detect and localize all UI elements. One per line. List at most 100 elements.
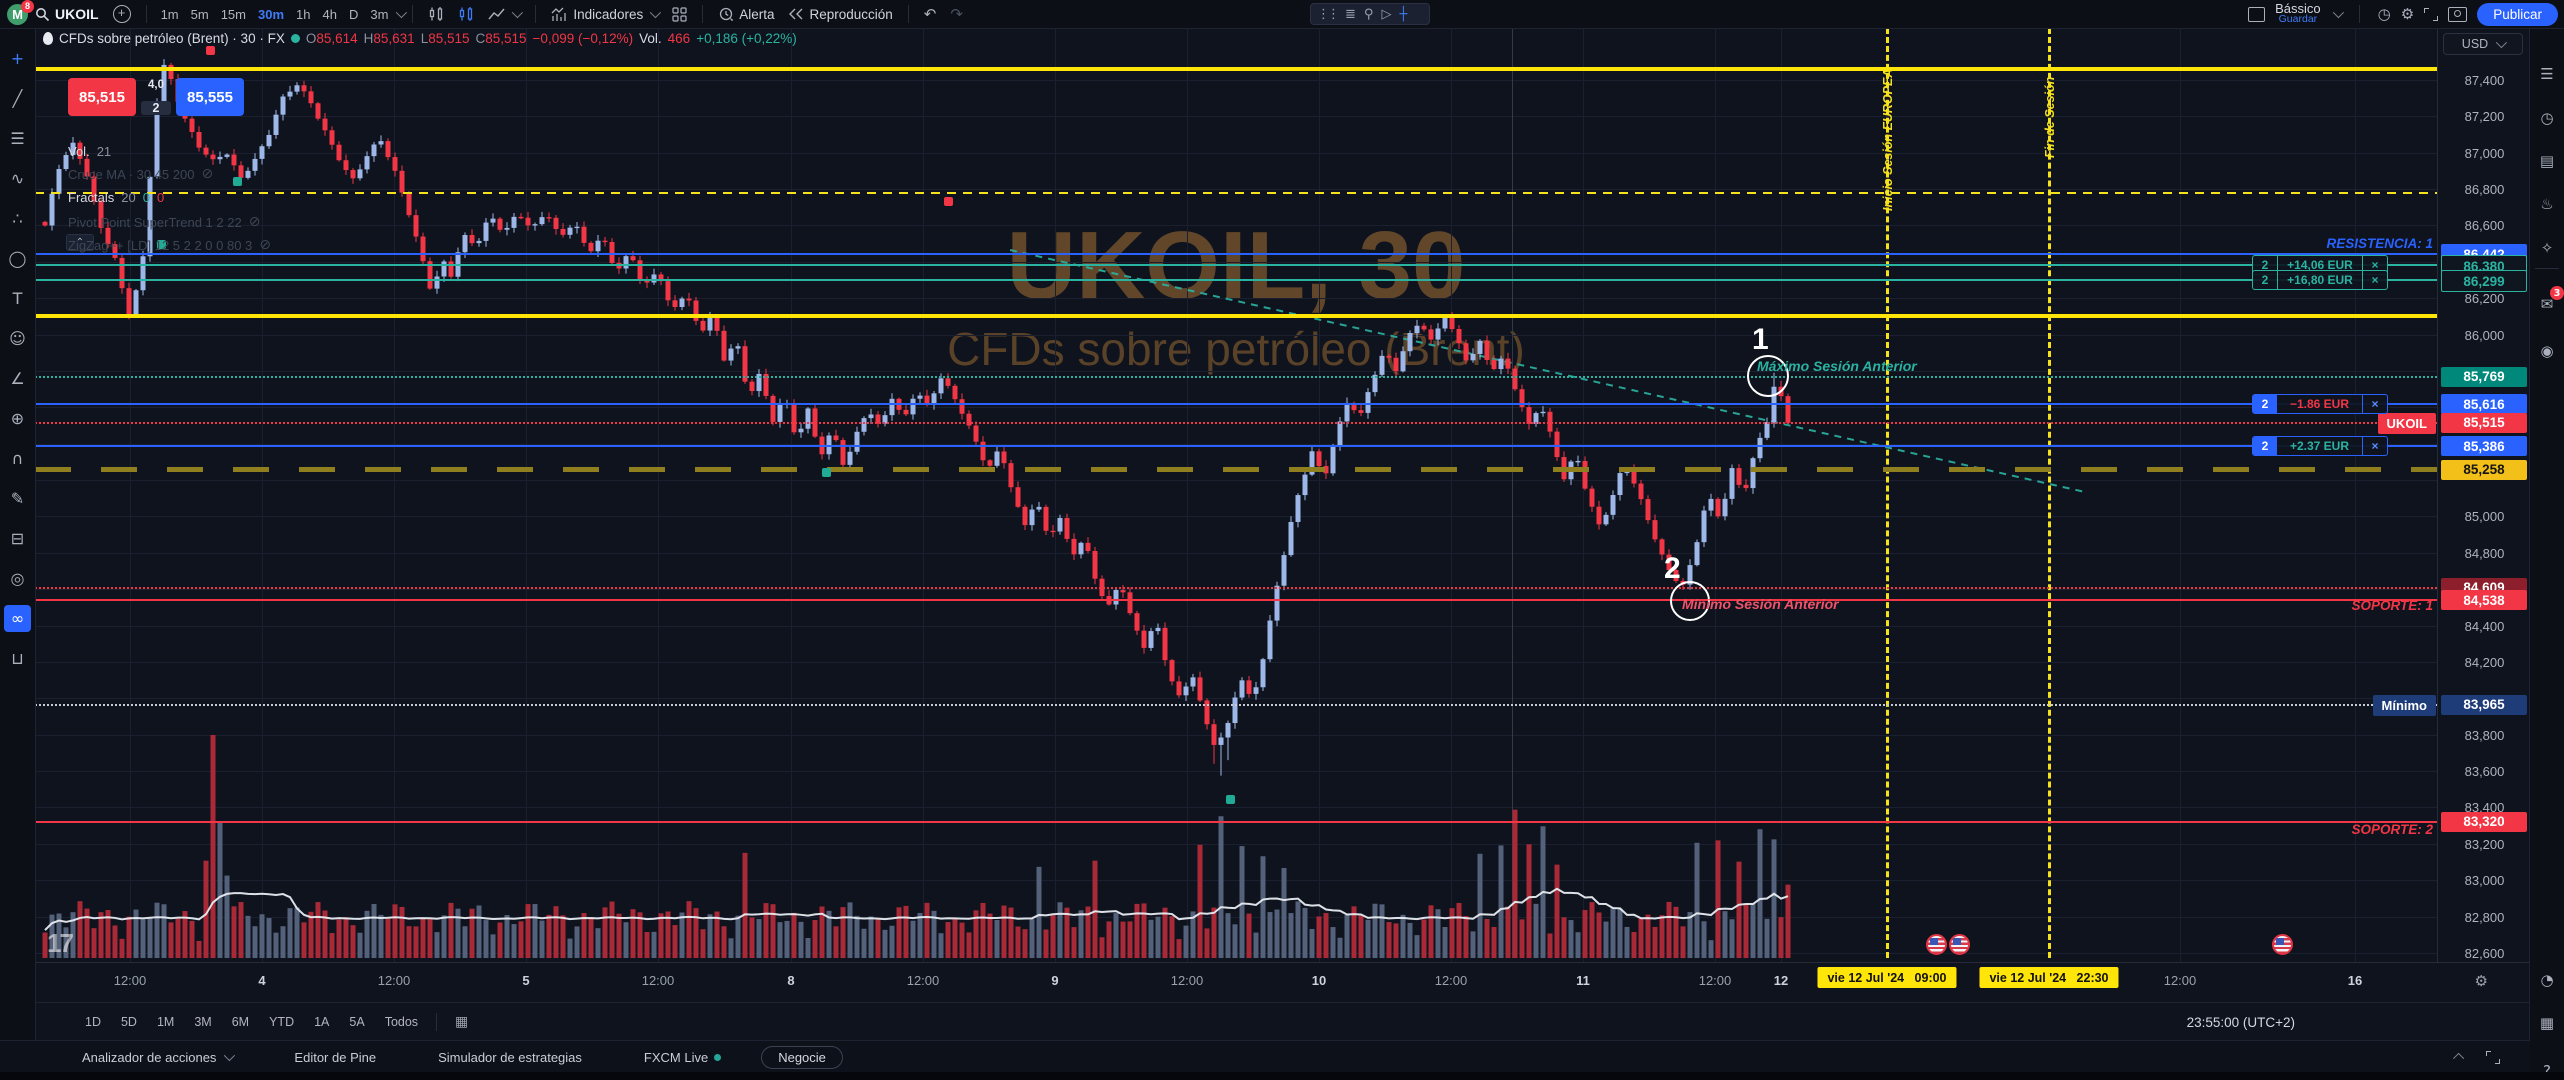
chevron-down-icon[interactable] bbox=[396, 6, 408, 19]
pattern-tool-icon[interactable]: ∿ bbox=[10, 169, 25, 188]
chart-style-candles-button[interactable] bbox=[451, 2, 481, 26]
currency-selector[interactable]: USD bbox=[2443, 33, 2523, 55]
tab-simulador-de-estrategias[interactable]: Simulador de estrategias bbox=[438, 1049, 582, 1065]
emoji-tool-icon[interactable]: ☺ bbox=[9, 329, 26, 348]
fib-retracement-tool-icon[interactable]: ☰ bbox=[10, 129, 25, 148]
level-line-86780[interactable] bbox=[35, 191, 2437, 194]
drag-handle-icon[interactable]: ⋮⋮ bbox=[1317, 6, 1340, 22]
quantity-value[interactable]: 2 bbox=[141, 101, 171, 115]
economic-event-flag-icon[interactable] bbox=[1926, 934, 1947, 955]
sell-button[interactable]: 85,515 bbox=[68, 78, 136, 116]
eye-off-icon[interactable]: ⊘ bbox=[259, 237, 272, 253]
close-position-icon[interactable]: × bbox=[2371, 258, 2379, 273]
cursor-icon[interactable]: ▷ bbox=[1381, 6, 1392, 22]
interval-1m[interactable]: 1m bbox=[160, 6, 179, 22]
eye-off-icon[interactable]: ⊘ bbox=[248, 214, 261, 230]
floating-toolbar[interactable]: ⋮⋮ ≣ ⚲ ▷ ┼ bbox=[1310, 3, 1430, 25]
gear-icon[interactable]: ⚙ bbox=[2400, 5, 2415, 23]
eye-off-icon[interactable]: ⊘ bbox=[201, 166, 214, 182]
interval-3m[interactable]: 3m bbox=[370, 6, 389, 22]
maximize-panel-icon[interactable] bbox=[2486, 1050, 2500, 1064]
fullscreen-icon[interactable] bbox=[2424, 7, 2439, 21]
interval-30m[interactable]: 30m bbox=[257, 6, 285, 22]
position-tag[interactable]: 2 +16,80 EUR × bbox=[2252, 270, 2388, 291]
close-position-icon[interactable]: × bbox=[2371, 397, 2379, 412]
level-line-84538[interactable] bbox=[35, 599, 2437, 602]
level-line-86102[interactable] bbox=[35, 314, 2437, 319]
indicator-row[interactable]: Fractals 20 0 0 bbox=[68, 190, 164, 205]
interval-4h[interactable]: 4h bbox=[322, 6, 337, 22]
user-avatar[interactable]: M 8 bbox=[7, 0, 34, 25]
layers-icon[interactable]: ▤ bbox=[2539, 152, 2555, 170]
hotlist-icon[interactable]: ♨ bbox=[2540, 195, 2554, 213]
range-1D[interactable]: 1D bbox=[85, 1015, 101, 1029]
range-1M[interactable]: 1M bbox=[156, 1015, 175, 1029]
level-line-87462[interactable] bbox=[35, 66, 2437, 71]
chart-style-bars-button[interactable] bbox=[421, 2, 451, 26]
clock[interactable]: 23:55:00 (UTC+2) bbox=[2186, 1014, 2295, 1030]
chevron-down-icon[interactable] bbox=[2332, 6, 2344, 19]
chart-legend[interactable]: CFDs sobre petróleo (Brent) · 30 · FX O8… bbox=[43, 31, 797, 46]
shapes-tool-icon[interactable]: ◯ bbox=[8, 249, 27, 268]
position-tag[interactable]: 2 +2.37 EUR × bbox=[2252, 436, 2388, 457]
price-levels-icon[interactable]: ≣ bbox=[1345, 6, 1356, 22]
indicator-row[interactable]: ZigZag++ [LD] 12 5 2 2 0 0 80 3 ⊘ bbox=[68, 237, 271, 253]
gauge-icon[interactable]: ◔ bbox=[2540, 971, 2554, 989]
go-to-date-icon[interactable]: ▦ bbox=[455, 1014, 469, 1030]
close-position-icon[interactable]: × bbox=[2371, 273, 2379, 288]
level-line-83320[interactable] bbox=[35, 820, 2437, 823]
tab-analizador-de-acciones[interactable]: Analizador de acciones bbox=[82, 1050, 236, 1065]
replay-button[interactable]: Reproducción bbox=[781, 2, 899, 26]
level-line-85769[interactable] bbox=[35, 375, 2437, 378]
session-line[interactable] bbox=[1886, 28, 1889, 958]
level-line-84609[interactable] bbox=[35, 586, 2437, 589]
camera-icon[interactable] bbox=[2448, 6, 2468, 22]
indicator-row[interactable]: Cruce MA · 30 45 200 ⊘ bbox=[68, 166, 213, 182]
range-Todos[interactable]: Todos bbox=[384, 1015, 419, 1029]
chart-plot-area[interactable]: UKOIL, 30 CFDs sobre petróleo (Brent) CF… bbox=[35, 28, 2437, 962]
indicator-templates-button[interactable] bbox=[665, 2, 694, 26]
level-line-85616[interactable] bbox=[35, 403, 2437, 406]
interval-15m[interactable]: 15m bbox=[220, 6, 246, 22]
indicators-button[interactable]: Indicadores bbox=[544, 2, 665, 26]
position-tag[interactable]: 2 −1.86 EUR × bbox=[2252, 394, 2388, 415]
prediction-tool-icon[interactable]: ∴ bbox=[12, 209, 23, 228]
level-line-86380[interactable] bbox=[35, 264, 2437, 267]
level-line-86442[interactable] bbox=[35, 253, 2437, 256]
economic-event-flag-icon[interactable] bbox=[2272, 934, 2293, 955]
alerts-icon[interactable]: ◷ bbox=[2540, 109, 2554, 127]
compare-add-symbol-button[interactable]: + bbox=[106, 2, 138, 26]
trade-panel-button[interactable]: Negocie bbox=[761, 1045, 843, 1069]
calendar-icon[interactable]: ▦ bbox=[2539, 1014, 2555, 1032]
buy-button[interactable]: 85,555 bbox=[176, 78, 244, 116]
watchlist-icon[interactable]: ☰ bbox=[2540, 65, 2554, 83]
help-icon[interactable]: ? bbox=[2543, 1062, 2551, 1080]
undo-button[interactable]: ↶ bbox=[923, 5, 937, 23]
trend-line-tool-icon[interactable]: ╱ bbox=[12, 89, 23, 108]
remove-drawings-tool-icon[interactable]: ⊔ bbox=[11, 649, 24, 668]
range-3M[interactable]: 3M bbox=[194, 1015, 212, 1029]
quick-settings-icon[interactable]: ◷ bbox=[2377, 5, 2391, 23]
session-line[interactable] bbox=[2048, 28, 2051, 958]
collapse-panel-icon[interactable] bbox=[2452, 1052, 2465, 1065]
crosshair-style-icon[interactable]: ┼ bbox=[1399, 6, 1408, 22]
range-YTD[interactable]: YTD bbox=[269, 1015, 295, 1029]
level-line-86299[interactable] bbox=[35, 279, 2437, 282]
publish-button[interactable]: Publicar bbox=[2477, 2, 2558, 26]
broker-connection[interactable]: FXCM Live bbox=[644, 1050, 722, 1065]
layout-name-button[interactable]: Bássico Guardar bbox=[2275, 2, 2321, 25]
save-label[interactable]: Guardar bbox=[2278, 13, 2318, 25]
range-5A[interactable]: 5A bbox=[349, 1015, 365, 1029]
crosshair-tool-icon[interactable]: + bbox=[10, 49, 25, 68]
price-axis[interactable]: USD 87,400 87,200 87,000 86,800 86,600 86,200… bbox=[2437, 28, 2531, 962]
interval-5m[interactable]: 5m bbox=[190, 6, 209, 22]
magnet-tool-icon[interactable]: ∩ bbox=[11, 449, 24, 468]
indicator-row[interactable]: Vol. 21 bbox=[68, 144, 111, 159]
axis-settings-gear-icon[interactable]: ⚙ bbox=[2474, 972, 2488, 990]
indicator-row[interactable]: Pivot Point SuperTrend 1 2 22 ⊘ bbox=[68, 214, 260, 230]
close-position-icon[interactable]: × bbox=[2371, 439, 2379, 454]
chat-icon[interactable]: ✉ 3 bbox=[2534, 286, 2564, 317]
ideas-icon[interactable]: ✧ bbox=[2540, 239, 2554, 257]
interval-D[interactable]: D bbox=[348, 6, 359, 22]
economic-event-flag-icon[interactable] bbox=[1949, 934, 1970, 955]
